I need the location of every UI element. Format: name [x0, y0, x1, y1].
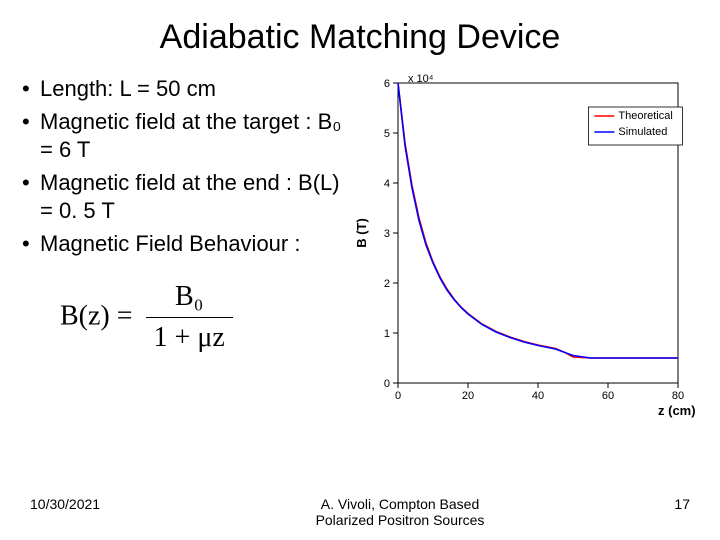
svg-text:2: 2	[384, 278, 390, 290]
slide-title: Adiabatic Matching Device	[0, 0, 720, 71]
formula-numerator: B₀	[146, 279, 233, 318]
svg-text:Simulated: Simulated	[618, 126, 667, 138]
svg-text:0: 0	[395, 390, 401, 402]
formula-fraction: B₀ 1 + μz	[146, 279, 233, 357]
svg-text:5: 5	[384, 128, 390, 140]
bullet-item: Magnetic field at the end : B(L) = 0. 5 …	[20, 169, 350, 226]
footer-author-line1: A. Vivoli, Compton Based	[321, 496, 480, 512]
footer-date: 10/30/2021	[30, 496, 170, 512]
formula-lhs: B(z) =	[60, 300, 133, 331]
svg-text:x 10⁴: x 10⁴	[408, 73, 434, 85]
svg-text:z (cm): z (cm)	[658, 403, 696, 418]
bullet-item: Magnetic Field Behaviour :	[20, 230, 350, 259]
formula: B(z) = B₀ 1 + μz	[20, 279, 350, 357]
svg-text:60: 60	[602, 390, 614, 402]
content-row: Length: L = 50 cm Magnetic field at the …	[0, 71, 720, 421]
svg-text:3: 3	[384, 228, 390, 240]
svg-text:1: 1	[384, 328, 390, 340]
footer-author-line2: Polarized Positron Sources	[316, 512, 485, 528]
svg-text:4: 4	[384, 178, 390, 190]
svg-text:80: 80	[672, 390, 684, 402]
svg-text:B (T): B (T)	[354, 218, 369, 248]
svg-text:40: 40	[532, 390, 544, 402]
bullet-list: Length: L = 50 cm Magnetic field at the …	[20, 75, 350, 259]
bullet-item: Magnetic field at the target : B₀ = 6 T	[20, 108, 350, 165]
formula-denominator: 1 + μz	[146, 318, 233, 356]
footer-center: A. Vivoli, Compton Based Polarized Posit…	[170, 496, 630, 528]
svg-text:Theoretical: Theoretical	[618, 110, 672, 122]
svg-text:6: 6	[384, 78, 390, 90]
chart-container: x 10⁴ 0 20 40 60 80 0 1 2 3 4 5 6 z (cm) B (T) Theoreti…	[350, 71, 700, 421]
line-chart: x 10⁴ 0 20 40 60 80 0 1 2 3 4 5 6 z (cm) B (T) Theoreti…	[350, 71, 710, 421]
svg-text:0: 0	[384, 378, 390, 390]
bullet-item: Length: L = 50 cm	[20, 75, 350, 104]
bullet-column: Length: L = 50 cm Magnetic field at the …	[20, 71, 350, 421]
footer: 10/30/2021 A. Vivoli, Compton Based Pola…	[0, 496, 720, 528]
svg-text:20: 20	[462, 390, 474, 402]
footer-page-number: 17	[630, 496, 690, 512]
